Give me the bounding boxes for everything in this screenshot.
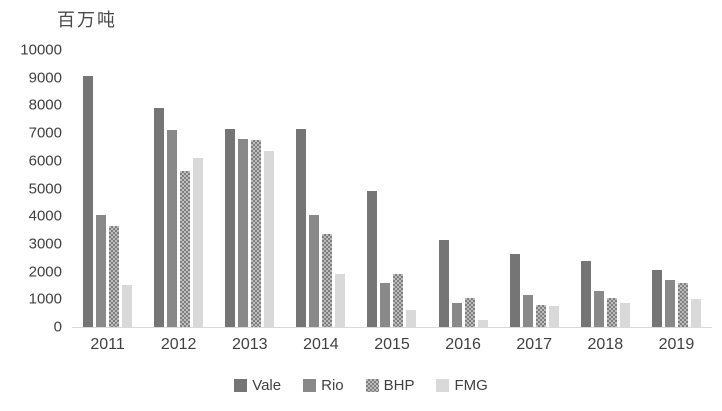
y-tick-label: 1000	[28, 290, 62, 308]
bar-vale-2016	[438, 239, 449, 327]
bar-group-2015: 2015	[356, 50, 427, 353]
bar-rio-2013	[238, 138, 249, 327]
legend-swatch-rio	[303, 379, 317, 392]
y-axis: 10000 9000 8000 7000 6000 5000 4000 3000 2000 100…	[0, 0, 62, 411]
chart-title: 百万吨	[57, 10, 117, 30]
bar-group-2014: 2014	[285, 50, 356, 353]
x-axis-label: 2013	[231, 336, 268, 353]
x-axis-label: 2012	[160, 336, 197, 353]
bar-bhp-2017	[535, 304, 546, 327]
bar-bhp-2011	[109, 225, 120, 327]
bar-bhp-2012	[180, 170, 191, 327]
bar-fmg-2018	[619, 303, 630, 327]
bar-group-2017: 2017	[499, 50, 570, 353]
legend-label: BHP	[383, 377, 415, 394]
y-tick-label: 7000	[28, 124, 62, 142]
bar-rio-2014	[309, 214, 320, 327]
y-tick-label: 6000	[28, 152, 62, 170]
bar-rio-2012	[167, 130, 178, 327]
bar-rio-2019	[664, 279, 675, 327]
bar-bhp-2018	[606, 297, 617, 327]
bar-fmg-2014	[335, 274, 346, 327]
y-tick-label: 3000	[28, 235, 62, 253]
bar-fmg-2012	[193, 158, 204, 327]
y-tick-label: 2000	[28, 263, 62, 281]
bar-group-2018: 2018	[570, 50, 641, 353]
y-tick-label: 4000	[28, 207, 62, 225]
bar-rio-2015	[380, 282, 391, 327]
bar-fmg-2017	[548, 306, 559, 327]
bar-vale-2019	[651, 270, 662, 327]
bar-vale-2015	[367, 191, 378, 327]
x-axis-label: 2016	[445, 336, 481, 353]
bar-fmg-2015	[406, 310, 417, 327]
bar-rio-2017	[522, 295, 533, 327]
legend-item-fmg: FMG	[436, 377, 488, 394]
bar-rio-2016	[451, 303, 462, 327]
bar-vale-2013	[225, 128, 236, 327]
legend-swatch-vale	[234, 379, 248, 392]
y-tick-label: 8000	[28, 96, 62, 114]
bar-group-2019: 2019	[641, 50, 712, 353]
bar-fmg-2019	[690, 299, 701, 327]
bar-group-2012: 2012	[143, 50, 214, 353]
bar-bhp-2015	[393, 274, 404, 327]
x-axis-label: 2017	[516, 336, 552, 353]
x-axis-label: 2019	[658, 336, 695, 353]
legend-label: Rio	[321, 377, 344, 394]
legend-swatch-bhp	[365, 379, 379, 392]
legend: Vale Rio BHP FMG	[0, 377, 722, 394]
bar-bhp-2016	[464, 297, 475, 327]
bar-vale-2011	[83, 76, 94, 327]
legend-label: FMG	[454, 377, 488, 394]
y-tick-label: 10000	[20, 41, 62, 59]
bar-group-2011: 2011	[72, 50, 143, 353]
legend-swatch-fmg	[436, 379, 450, 392]
bar-rio-2018	[593, 291, 604, 327]
plot-area: 2011 2012 2013 2014 2015 2016 2017 2018 2019	[72, 50, 712, 353]
bar-bhp-2014	[322, 234, 333, 327]
legend-label: Vale	[252, 377, 282, 394]
bar-fmg-2013	[264, 151, 275, 327]
bar-vale-2014	[296, 128, 307, 327]
bar-rio-2011	[96, 214, 107, 327]
x-axis-label: 2011	[90, 336, 125, 353]
x-axis-label: 2018	[587, 336, 624, 353]
bar-fmg-2016	[477, 320, 488, 327]
y-tick-label: 0	[53, 318, 62, 336]
bar-vale-2018	[580, 260, 591, 327]
x-axis-label: 2015	[374, 336, 410, 353]
bar-group-2016: 2016	[428, 50, 499, 353]
bar-fmg-2011	[122, 285, 133, 327]
bar-group-2013: 2013	[214, 50, 285, 353]
bar-vale-2017	[509, 253, 520, 327]
bar-bhp-2013	[251, 140, 262, 327]
legend-item-bhp: BHP	[365, 377, 415, 394]
bar-vale-2012	[154, 108, 165, 327]
legend-item-rio: Rio	[303, 377, 344, 394]
x-axis-label: 2014	[303, 336, 339, 353]
legend-item-vale: Vale	[234, 377, 281, 394]
y-tick-label: 9000	[28, 69, 62, 87]
y-tick-label: 5000	[28, 180, 62, 197]
bar-bhp-2019	[677, 282, 688, 327]
